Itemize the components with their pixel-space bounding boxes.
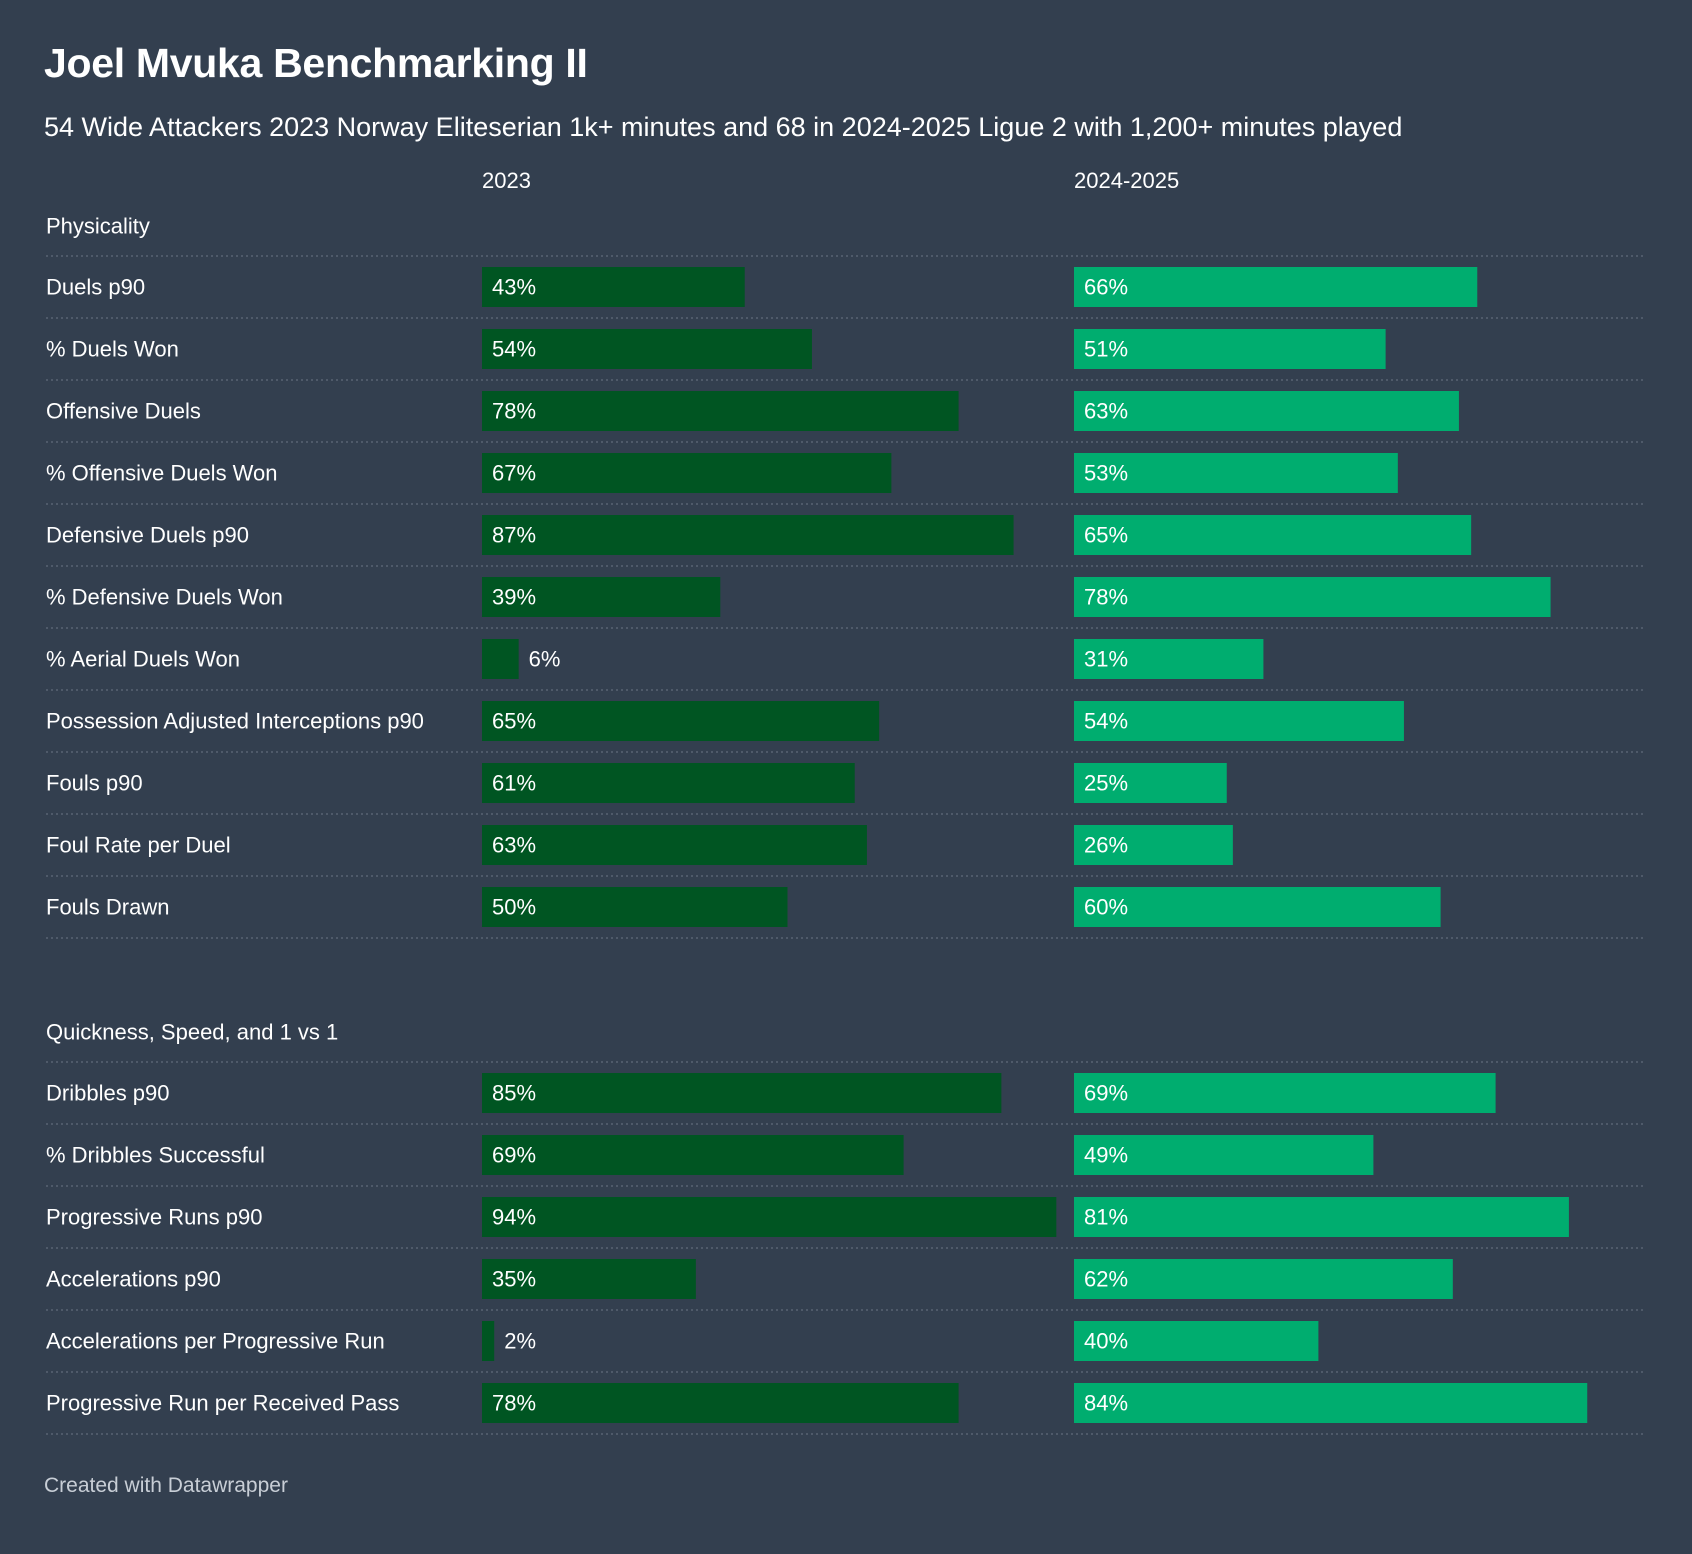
data-label: 87% (492, 523, 536, 548)
data-label: 85% (492, 1081, 536, 1106)
bar-2024-2025 (1074, 453, 1398, 493)
bar-2024-2025 (1074, 1135, 1374, 1175)
bar-2023 (482, 453, 892, 493)
data-label: 67% (492, 461, 536, 486)
data-label: 60% (1084, 895, 1128, 920)
row-label: % Dribbles Successful (46, 1143, 265, 1168)
bar-2024-2025 (1074, 515, 1472, 555)
data-label: 65% (492, 709, 536, 734)
data-label: 63% (492, 833, 536, 858)
row-label: % Defensive Duels Won (46, 585, 283, 610)
data-label: 25% (1084, 771, 1128, 796)
data-label: 66% (1084, 275, 1128, 300)
data-label: 53% (1084, 461, 1128, 486)
bar-2023 (482, 1383, 959, 1423)
data-label: 78% (1084, 585, 1128, 610)
row-label: Progressive Runs p90 (46, 1205, 262, 1230)
data-label: 40% (1084, 1329, 1128, 1354)
row-label: Duels p90 (46, 275, 145, 300)
data-label: 51% (1084, 337, 1128, 362)
bar-2023 (482, 1073, 1002, 1113)
row-label: Accelerations per Progressive Run (46, 1329, 385, 1354)
bar-2023 (482, 1135, 904, 1175)
group-header: Physicality (46, 214, 150, 239)
bar-2023 (482, 763, 855, 803)
bar-2023 (482, 267, 745, 307)
data-label: 81% (1084, 1205, 1128, 1230)
bar-2023 (482, 1321, 495, 1361)
row-label: % Aerial Duels Won (46, 647, 240, 672)
data-label: 35% (492, 1267, 536, 1292)
bar-2023 (482, 825, 867, 865)
data-label: 39% (492, 585, 536, 610)
data-label: 78% (492, 1391, 536, 1416)
row-label: Fouls Drawn (46, 895, 169, 920)
row-label: Fouls p90 (46, 771, 143, 796)
bar-2024-2025 (1074, 577, 1551, 617)
bar-2024-2025 (1074, 1197, 1569, 1237)
row-label: Dribbles p90 (46, 1081, 170, 1106)
row-label: Defensive Duels p90 (46, 523, 249, 548)
data-label: 61% (492, 771, 536, 796)
bar-2023 (482, 701, 880, 741)
data-label: 78% (492, 399, 536, 424)
bar-2024-2025 (1074, 763, 1227, 803)
column-header-2024-2025: 2024-2025 (1074, 168, 1180, 193)
data-label: 31% (1084, 647, 1128, 672)
row-label: Accelerations p90 (46, 1267, 221, 1292)
chart-subtitle: 54 Wide Attackers 2023 Norway Eliteseria… (44, 112, 1403, 142)
data-label: 54% (1084, 709, 1128, 734)
data-label: 69% (1084, 1081, 1128, 1106)
footer-credit: Created with Datawrapper (44, 1474, 288, 1497)
data-label: 65% (1084, 523, 1128, 548)
bar-2023 (482, 887, 788, 927)
data-label: 50% (492, 895, 536, 920)
bar-2023 (482, 391, 959, 431)
data-label: 6% (529, 647, 561, 672)
bar-2024-2025 (1074, 391, 1459, 431)
data-label: 43% (492, 275, 536, 300)
data-label: 2% (504, 1329, 536, 1354)
bar-2023 (482, 1259, 696, 1299)
bar-2024-2025 (1074, 825, 1233, 865)
data-label: 26% (1084, 833, 1128, 858)
bar-2023 (482, 577, 721, 617)
data-label: 54% (492, 337, 536, 362)
data-label: 63% (1084, 399, 1128, 424)
data-label: 62% (1084, 1267, 1128, 1292)
row-label: Possession Adjusted Interceptions p90 (46, 709, 424, 734)
bar-2024-2025 (1074, 639, 1264, 679)
bar-2024-2025 (1074, 887, 1441, 927)
data-label: 49% (1084, 1143, 1128, 1168)
bar-2023 (482, 639, 519, 679)
data-label: 84% (1084, 1391, 1128, 1416)
row-label: % Offensive Duels Won (46, 461, 278, 486)
column-header-2023: 2023 (482, 168, 531, 193)
bar-2023 (482, 515, 1014, 555)
bar-2024-2025 (1074, 701, 1404, 741)
row-label: % Duels Won (46, 337, 179, 362)
bar-2024-2025 (1074, 267, 1478, 307)
bar-2024-2025 (1074, 1383, 1588, 1423)
row-label: Progressive Run per Received Pass (46, 1391, 399, 1416)
bar-2024-2025 (1074, 1259, 1453, 1299)
row-label: Foul Rate per Duel (46, 833, 231, 858)
row-label: Offensive Duels (46, 399, 201, 424)
bar-2024-2025 (1074, 1073, 1496, 1113)
bar-2024-2025 (1074, 329, 1386, 369)
data-label: 69% (492, 1143, 536, 1168)
group-header: Quickness, Speed, and 1 vs 1 (46, 1020, 338, 1045)
bar-2023 (482, 1197, 1057, 1237)
bar-2023 (482, 329, 812, 369)
bar-2024-2025 (1074, 1321, 1319, 1361)
data-label: 94% (492, 1205, 536, 1230)
chart-title: Joel Mvuka Benchmarking II (44, 40, 588, 86)
